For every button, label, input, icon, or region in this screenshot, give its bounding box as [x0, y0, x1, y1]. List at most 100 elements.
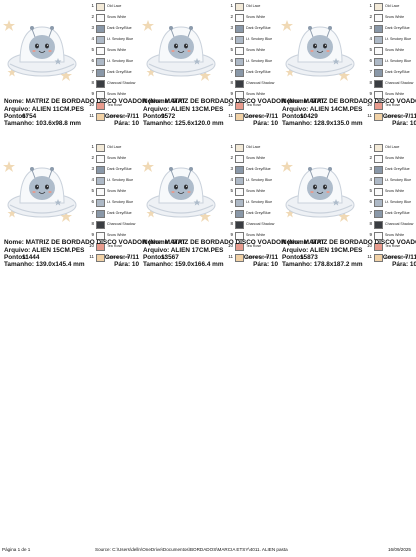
thread-name: Lt. Smokey Blue	[246, 59, 273, 63]
color-swatch	[235, 113, 244, 121]
colors-count: Cores: 7/11	[382, 113, 416, 120]
color-swatch	[96, 91, 105, 99]
legend-row: 8 Charcoal Shadow	[227, 79, 277, 90]
colors-count: Cores: 7/11	[243, 113, 278, 120]
color-swatch	[235, 3, 244, 11]
legend-number: 11	[228, 113, 233, 118]
color-swatch	[374, 166, 383, 174]
legend-number: 6	[230, 199, 233, 204]
legend-number: 8	[91, 80, 94, 85]
legend-number: 7	[369, 69, 372, 74]
alien-ufo-illustration	[278, 143, 360, 239]
legend-row: 7 Dark Grey/Blue	[366, 68, 416, 79]
thread-name: Snow White	[107, 189, 127, 193]
star-icon	[7, 68, 17, 77]
design-card: 1 Old Lace 2 Snow White 3 Dark Grey/Blue 4 Lt. …	[0, 2, 186, 142]
star-icon	[281, 161, 293, 172]
file-name: Arquivo: ALIEN 15CM.PES	[4, 247, 85, 254]
legend-row: 6 Lt. Smokey Blue	[366, 57, 416, 68]
thread-name: Dark Grey/Blue	[107, 26, 132, 30]
thread-name: Lt. Smokey Blue	[385, 178, 412, 182]
thread-name: Lt. Smokey Blue	[246, 178, 273, 182]
color-swatch	[96, 232, 105, 240]
star-icon	[3, 20, 15, 31]
alien-ufo-illustration	[139, 143, 221, 239]
legend-row: 11 Apricot Cream	[227, 112, 277, 123]
legend-row: 1 Old Lace	[227, 143, 277, 154]
color-swatch	[374, 25, 383, 33]
thread-name: Snow White	[246, 156, 266, 160]
star-icon	[54, 58, 62, 65]
legend-number: 8	[230, 221, 233, 226]
file-name: Arquivo: ALIEN 17CM.PES	[143, 247, 224, 254]
legend-row: 6 Lt. Smokey Blue	[227, 198, 277, 209]
legend-number: 10	[366, 102, 372, 107]
legend-number: 9	[91, 232, 94, 237]
star-icon	[285, 68, 295, 77]
legend-row: 8 Charcoal Shadow	[366, 79, 416, 90]
design-size: Tamanho: 103.6x98.8 mm	[4, 120, 81, 127]
color-swatch	[374, 36, 383, 44]
legend-row: 7 Dark Grey/Blue	[88, 209, 138, 220]
design-card: 1 Old Lace 2 Snow White 3 Dark Grey/Blue 4 Lt. …	[278, 143, 416, 283]
thread-name: Snow White	[107, 92, 127, 96]
legend-number: 6	[91, 199, 94, 204]
legend-number: 2	[369, 155, 372, 160]
legend-number: 4	[230, 177, 233, 182]
print-date: 16/09/2025	[388, 547, 411, 552]
legend-number: 3	[230, 25, 233, 30]
thread-name: Tea Rose	[246, 244, 262, 248]
legend-row: 4 Lt. Smokey Blue	[88, 176, 138, 187]
legend-number: 3	[369, 166, 372, 171]
color-swatch	[96, 221, 105, 229]
legend-row: 5 Snow White	[88, 187, 138, 198]
color-swatch	[374, 232, 383, 240]
thread-name: Old Lace	[246, 145, 261, 149]
legend-row: 8 Charcoal Shadow	[227, 220, 277, 231]
legend-number: 11	[228, 254, 233, 259]
legend-row: 10 Tea Rose	[227, 101, 277, 112]
thread-color-legend: 1 Old Lace 2 Snow White 3 Dark Grey/Blue 4 Lt. …	[227, 2, 277, 123]
legend-row: 7 Dark Grey/Blue	[227, 68, 277, 79]
legend-number: 4	[230, 36, 233, 41]
star-icon	[146, 68, 156, 77]
legend-number: 8	[230, 80, 233, 85]
color-swatch	[96, 25, 105, 33]
thread-name: Snow White	[385, 15, 405, 19]
alien-ufo-illustration	[139, 2, 221, 98]
design-card: 1 Old Lace 2 Snow White 3 Dark Grey/Blue 4 Lt. …	[139, 2, 325, 142]
thread-name: Apricot Cream	[385, 114, 408, 118]
legend-number: 7	[91, 210, 94, 215]
design-size: Tamanho: 159.0x166.4 mm	[143, 261, 224, 268]
legend-row: 3 Dark Grey/Blue	[227, 24, 277, 35]
legend-number: 10	[366, 243, 372, 248]
color-swatch	[235, 254, 244, 262]
legend-row: 6 Lt. Smokey Blue	[88, 198, 138, 209]
legend-row: 2 Snow White	[227, 13, 277, 24]
thread-name: Dark Grey/Blue	[246, 167, 271, 171]
thread-name: Snow White	[246, 48, 266, 52]
legend-row: 10 Tea Rose	[88, 101, 138, 112]
legend-row: 2 Snow White	[227, 154, 277, 165]
color-swatch	[96, 188, 105, 196]
thread-name: Lt. Smokey Blue	[107, 59, 134, 63]
thread-color-legend: 1 Old Lace 2 Snow White 3 Dark Grey/Blue 4 Lt. …	[88, 2, 138, 123]
thread-name: Snow White	[107, 156, 127, 160]
thread-name: Tea Rose	[385, 244, 401, 248]
thread-name: Apricot Cream	[246, 255, 269, 259]
legend-row: 1 Old Lace	[227, 2, 277, 13]
thread-name: Lt. Smokey Blue	[107, 178, 134, 182]
legend-number: 9	[369, 91, 372, 96]
star-icon	[60, 70, 72, 81]
thread-name: Snow White	[385, 92, 405, 96]
legend-number: 10	[88, 243, 94, 248]
legend-row: 6 Lt. Smokey Blue	[88, 57, 138, 68]
thread-name: Charcoal Shadow	[107, 222, 136, 226]
design-size: Tamanho: 178.8x187.2 mm	[282, 261, 363, 268]
points-label: Pontos:	[4, 113, 28, 120]
star-icon	[54, 199, 62, 206]
points-label: Pontos:	[282, 254, 306, 261]
color-swatch	[235, 58, 244, 66]
thread-name: Snow White	[385, 233, 405, 237]
legend-number: 4	[369, 36, 372, 41]
